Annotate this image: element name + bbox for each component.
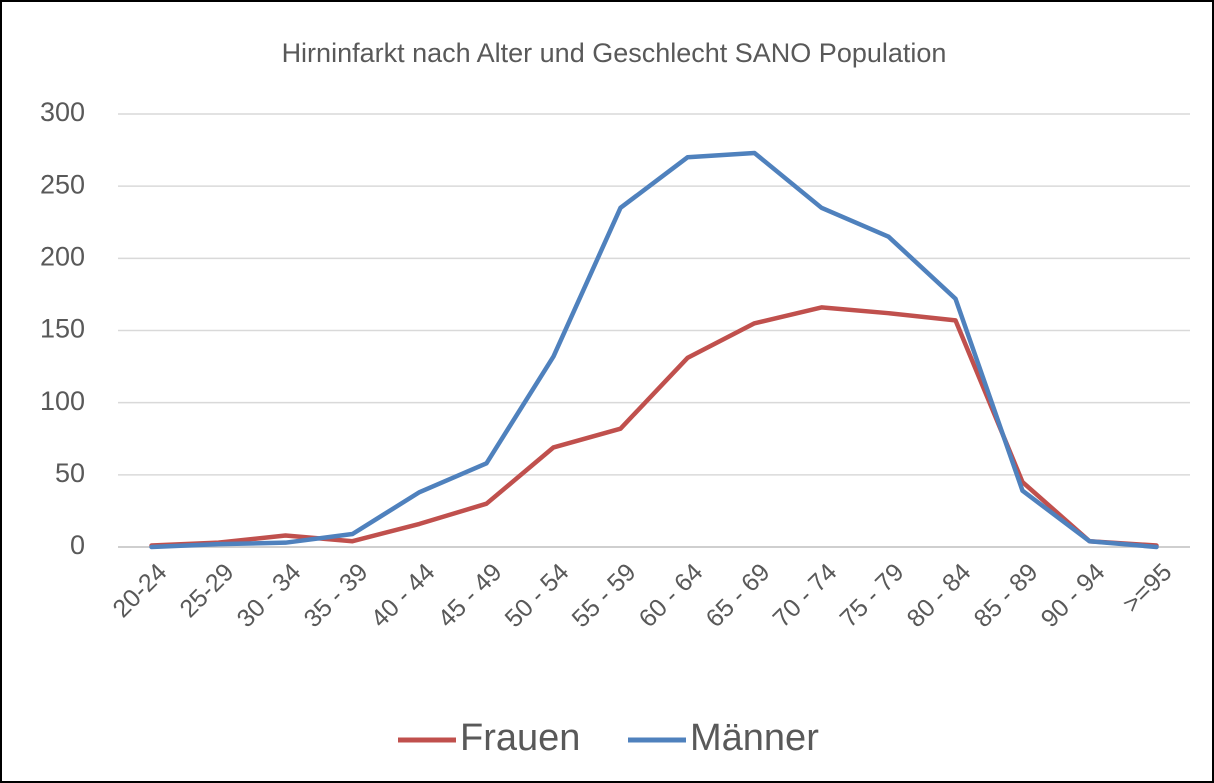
y-tick-label: 100 xyxy=(40,386,85,416)
chart-title: Hirninfarkt nach Alter und Geschlecht SA… xyxy=(282,38,947,68)
y-tick-label: 0 xyxy=(70,530,85,560)
y-tick-label: 50 xyxy=(55,458,85,488)
legend-label: Frauen xyxy=(460,717,580,759)
legend-label: Männer xyxy=(690,717,819,759)
y-tick-label: 150 xyxy=(40,314,85,344)
y-tick-label: 300 xyxy=(40,97,85,127)
y-tick-label: 250 xyxy=(40,169,85,199)
y-tick-label: 200 xyxy=(40,241,85,271)
series-line xyxy=(149,150,1159,550)
